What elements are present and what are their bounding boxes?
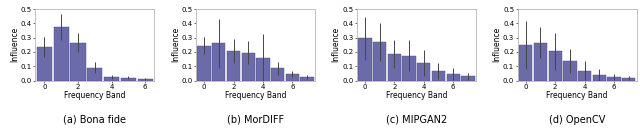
Y-axis label: Influence: Influence: [493, 27, 502, 63]
Bar: [548, 51, 562, 81]
Bar: [417, 63, 430, 81]
Bar: [104, 77, 119, 81]
Bar: [358, 38, 372, 81]
Bar: [37, 47, 52, 81]
Bar: [373, 42, 387, 81]
Bar: [54, 27, 68, 81]
Bar: [242, 53, 255, 81]
Y-axis label: Influence: Influence: [171, 27, 180, 63]
Bar: [257, 58, 269, 81]
Bar: [198, 46, 211, 81]
Text: (b) MorDIFF: (b) MorDIFF: [227, 115, 284, 125]
Text: (d) OpenCV: (d) OpenCV: [549, 115, 605, 125]
Bar: [519, 45, 532, 81]
X-axis label: Frequency Band: Frequency Band: [64, 92, 125, 100]
Bar: [285, 74, 299, 81]
Text: (c) MIPGAN2: (c) MIPGAN2: [386, 115, 447, 125]
Bar: [300, 77, 314, 81]
Bar: [70, 43, 86, 81]
Bar: [403, 56, 415, 81]
Bar: [578, 71, 591, 81]
X-axis label: Frequency Band: Frequency Band: [225, 92, 286, 100]
X-axis label: Frequency Band: Frequency Band: [386, 92, 447, 100]
Bar: [534, 43, 547, 81]
Bar: [432, 71, 445, 81]
Bar: [121, 78, 136, 81]
Bar: [593, 75, 606, 81]
Bar: [607, 77, 621, 81]
Bar: [227, 51, 240, 81]
X-axis label: Frequency Band: Frequency Band: [547, 92, 608, 100]
Bar: [138, 79, 153, 81]
Bar: [622, 78, 636, 81]
Y-axis label: Influence: Influence: [10, 27, 19, 63]
Bar: [212, 43, 225, 81]
Bar: [563, 61, 577, 81]
Bar: [388, 54, 401, 81]
Bar: [271, 68, 284, 81]
Bar: [87, 68, 102, 81]
Bar: [461, 76, 474, 81]
Y-axis label: Influence: Influence: [332, 27, 340, 63]
Bar: [447, 74, 460, 81]
Text: (a) Bona fide: (a) Bona fide: [63, 115, 126, 125]
